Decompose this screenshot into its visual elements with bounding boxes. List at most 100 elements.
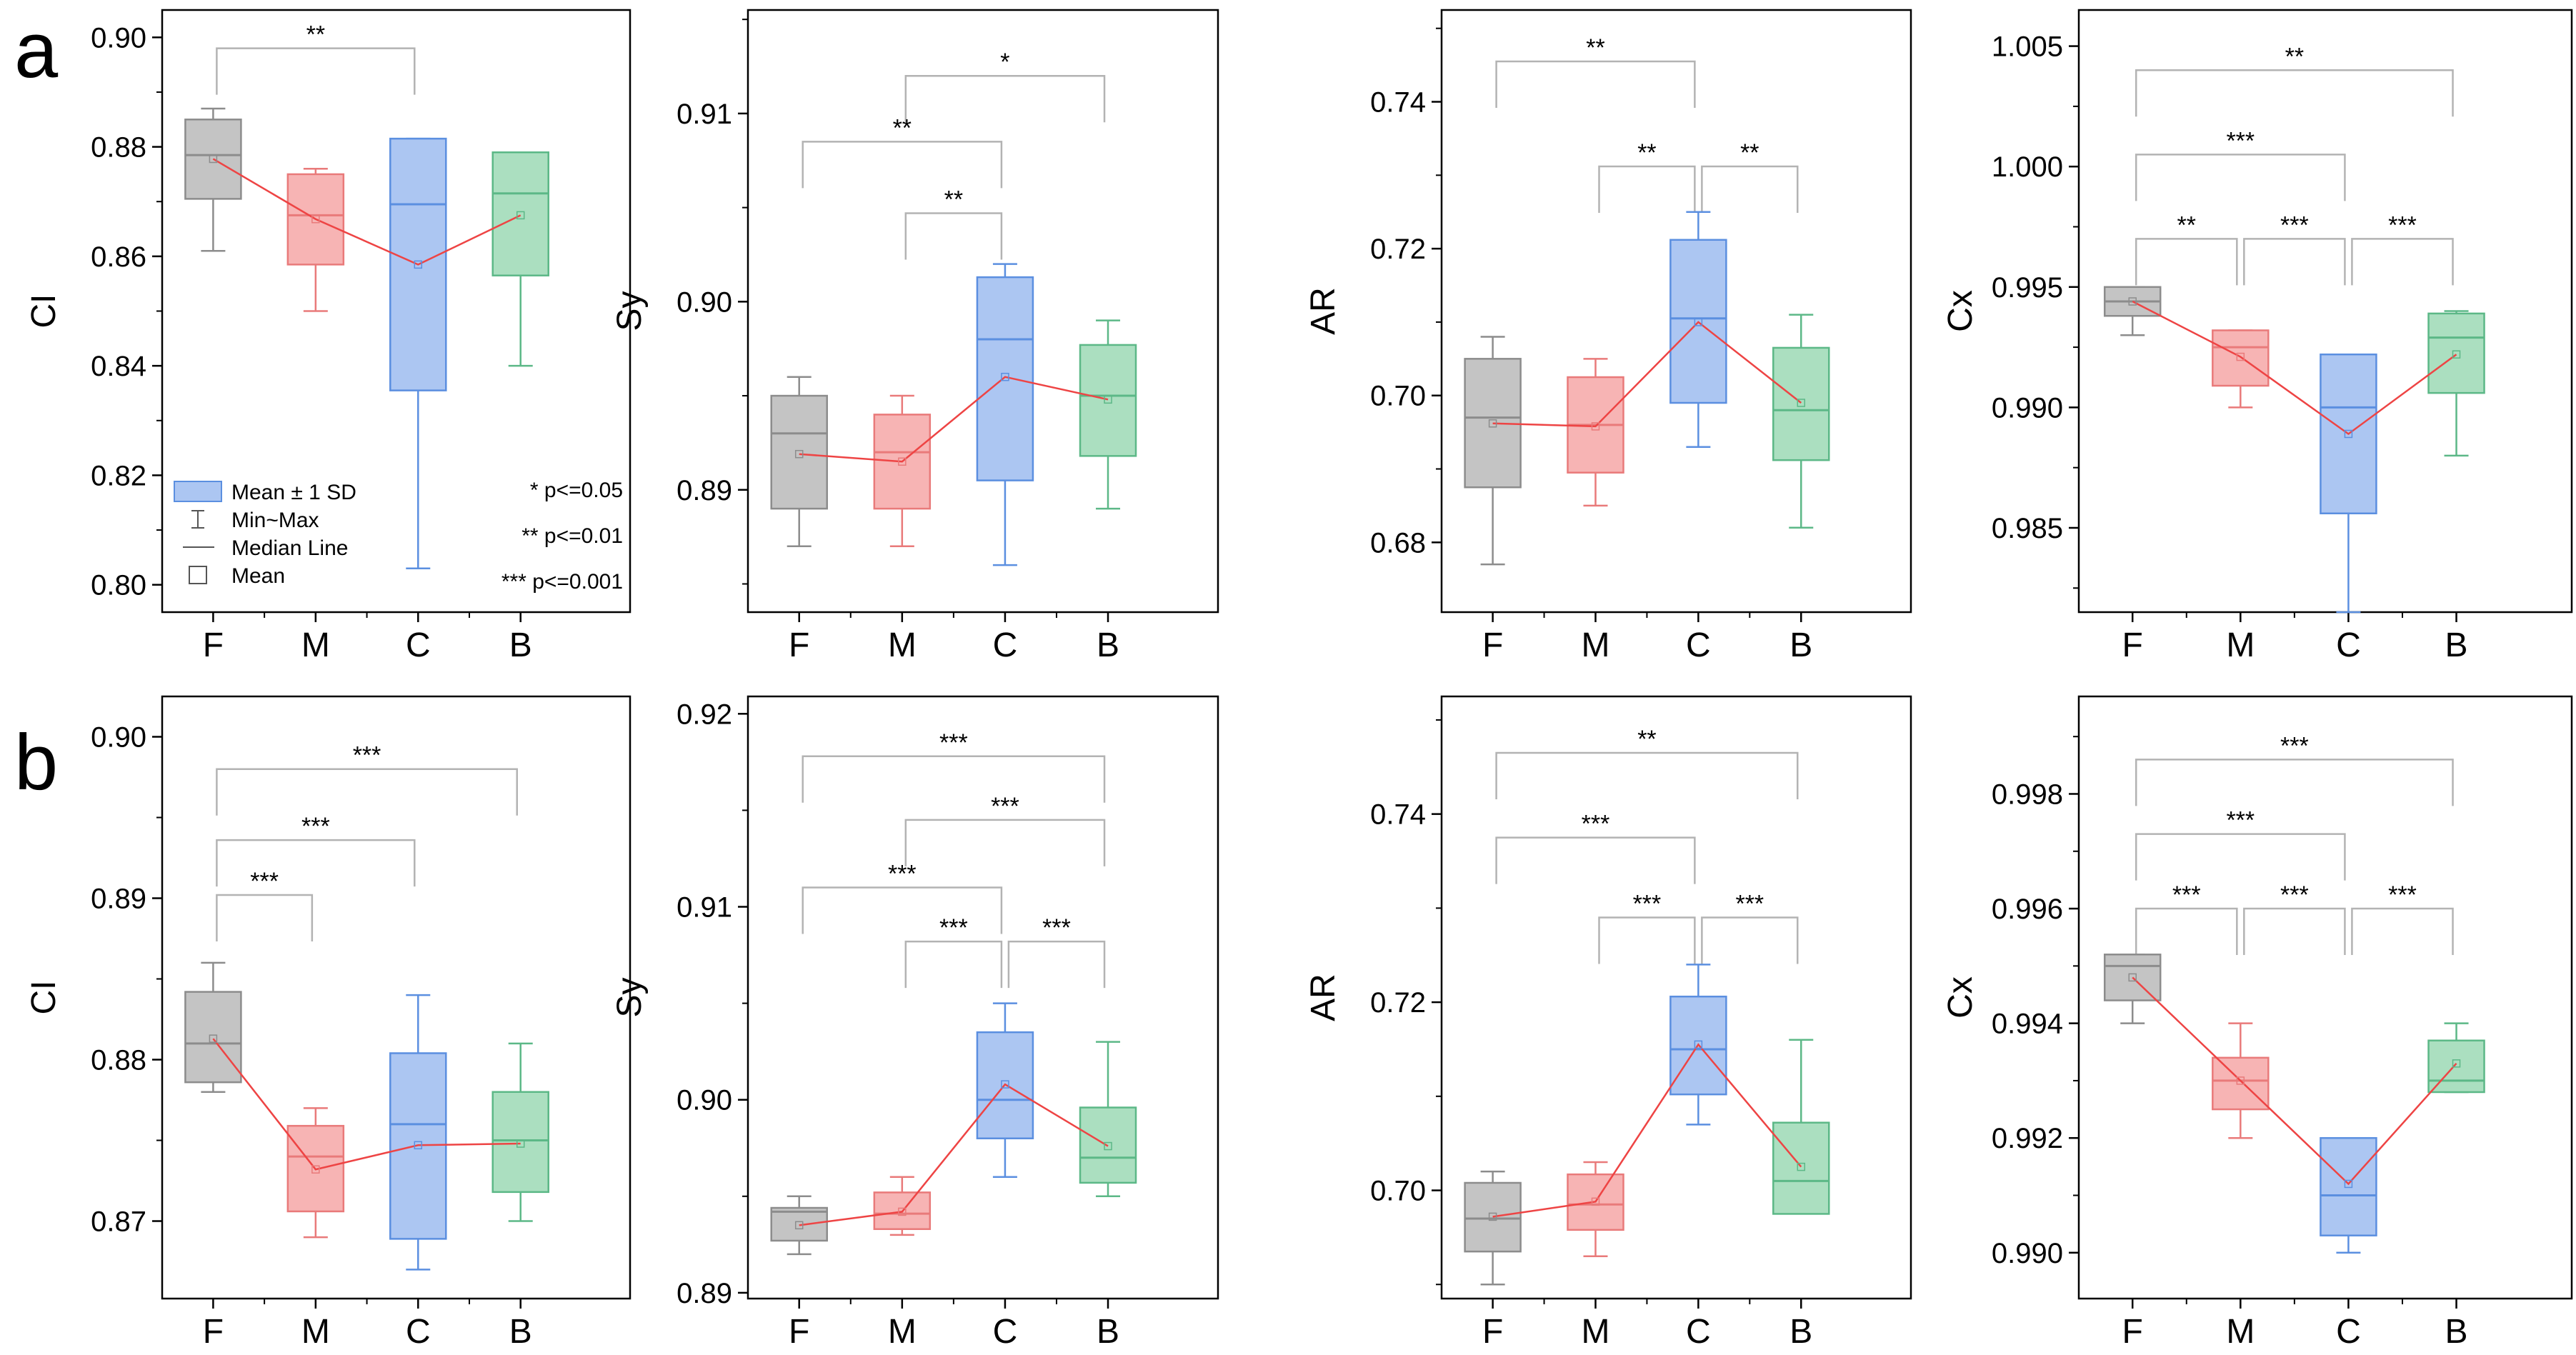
panel-b-ci-mean-line (212, 1038, 521, 1171)
panel-a-ar-sig-bracket (1495, 60, 1696, 108)
panel-b-ci-xtick-label-m: M (301, 1313, 330, 1351)
panel-b-sy-sig-bracket (904, 819, 1106, 866)
panel-b-ar-xtick-label-m: M (1582, 1313, 1610, 1351)
panel-a-cx-box-m (2212, 329, 2270, 387)
panel-b-ci-sig-bracket (216, 839, 416, 887)
panel-b-sy-mean-marker-b (1104, 1141, 1112, 1151)
panel-b-ci-sig-label: *** (301, 813, 330, 840)
panel-b-cx-sig-bracket (2135, 907, 2238, 956)
panel-a-ar-xtick-label-c: C (1686, 626, 1711, 664)
legend-sig-2: ** p<=0.01 (521, 524, 623, 548)
legend: Mean ± 1 SD Min~Max Median Line Mean * p<=0.… (174, 479, 623, 594)
panel-b-ar-plot-frame (1440, 695, 1912, 1300)
panel-a-ci-mean-marker-f (209, 154, 218, 164)
row-label-a: a (14, 6, 59, 94)
panel-a-ci-box-b (491, 151, 549, 276)
panel-b-sy-xtick-label-c: C (993, 1313, 1018, 1351)
panel-b-ar-mean-marker-c (1694, 1040, 1703, 1049)
panel-b-sy-sig-label: *** (991, 793, 1019, 820)
panel-a-ci-xtick-label-f: F (203, 626, 224, 664)
panel-a-ar-ytick-label: 0.74 (1370, 87, 1426, 119)
panel-a-ci-mean-marker-c (414, 260, 423, 269)
panel-a-cx-sig-label: *** (2226, 127, 2255, 154)
panel-b-ci-sig-bracket (216, 768, 518, 816)
panel-b-ar-sig-label: *** (1735, 891, 1764, 918)
panel-b-sy-box-f (770, 1206, 828, 1242)
panel-b-cx-ytick-label: 0.992 (1992, 1123, 2063, 1154)
panel-b-cx-sig-bracket (2135, 833, 2346, 881)
panel-a-sy-box-m (873, 414, 932, 510)
panel-b-cx-ytick-label: 0.996 (1992, 894, 2063, 925)
panel-a-cx-ytick-label: 1.000 (1992, 151, 2063, 183)
panel-a-ar-xtick-label-m: M (1582, 626, 1610, 664)
panel-b-sy-ytick-label: 0.91 (677, 892, 732, 924)
panel-a-cx-plot-frame (2077, 9, 2573, 614)
panel-a-cx-mean-line (2132, 300, 2457, 436)
panel-a-ar-mean-marker-f (1488, 419, 1497, 428)
panel-a-ci-ytick-label: 0.82 (91, 460, 146, 491)
panel-b-ar-ytick-label: 0.72 (1370, 987, 1426, 1019)
panel-a-cx-sig-bracket (2135, 69, 2454, 117)
panel-b-ar-mean-marker-m (1591, 1197, 1600, 1206)
panel-a-sy-mean-marker-m (898, 457, 907, 466)
panel-b-sy-mean-line (799, 1083, 1109, 1226)
panel-b-cx-sig-label: *** (2172, 881, 2201, 909)
panel-a-ar: 0.68 0.70 0.72 0.74 AR F M C B ** ** ** (1304, 9, 1912, 664)
panel-b-ci-mean-marker-b (516, 1139, 525, 1148)
panel-b-sy-sig-bracket (802, 755, 1106, 803)
panel-b-sy: 0.89 0.90 0.91 0.92 Sy F M C B *** *** *** *** *** (611, 695, 1219, 1351)
panel-b-ar-box-f (1464, 1181, 1522, 1253)
panel-a-ci-ytick-label: 0.84 (91, 351, 146, 382)
panel-b-ci-mean-marker-f (209, 1034, 218, 1043)
panel-a-sy-plot-frame (747, 9, 1219, 614)
panel-b-cx-mean-line (2132, 976, 2457, 1186)
panel-b-cx-sig-label: *** (2280, 732, 2309, 759)
panel-b-ar-xtick-label-b: B (1789, 1313, 1812, 1351)
panel-a-cx-ylabel: Cx (1942, 290, 1980, 332)
legend-label-mean-sd: Mean ± 1 SD (231, 481, 356, 504)
legend-label-mean: Mean (231, 564, 285, 588)
panel-b-cx-plot-frame (2077, 695, 2573, 1300)
panel-a-cx-xtick-label-c: C (2336, 626, 2361, 664)
panel-a-ar-sig-bracket (1701, 165, 1799, 213)
panel-a-ci-ytick-label: 0.80 (91, 570, 146, 601)
panel-b-sy-sig-bracket (802, 886, 1003, 934)
panel-a-sy-ytick-label: 0.90 (677, 286, 732, 318)
panel-b-cx-mean-marker-c (2344, 1179, 2353, 1189)
panel-b-sy-plot-frame (747, 695, 1219, 1300)
panel-a-ar-ylabel: AR (1304, 287, 1342, 335)
legend-sig-1: * p<=0.05 (530, 479, 623, 502)
panel-b-ci-box-f (184, 991, 242, 1084)
panel-b-ar-sig-bracket (1495, 836, 1696, 884)
panel-b-sy-sig-bracket (1007, 940, 1106, 989)
legend-swatch-mean (189, 566, 207, 584)
panel-a-cx-mean-marker-f (2128, 297, 2137, 306)
panel-a-ci-mean-line (212, 158, 521, 266)
panel-a-ci-box-m (286, 173, 345, 266)
panel-a-ar-ytick-label: 0.70 (1370, 381, 1426, 412)
panel-a-sy-ytick-label: 0.89 (677, 475, 732, 506)
panel-b-cx-sig-label: *** (2280, 881, 2309, 909)
panel-b-cx-sig-bracket (2135, 759, 2454, 806)
panel-b-ar-sig-bracket (1701, 916, 1799, 964)
panel-a-cx-ytick-label: 0.990 (1992, 392, 2063, 424)
panel-b-ar-sig-label: *** (1582, 811, 1610, 838)
panel-b-cx-ytick-label: 0.998 (1992, 779, 2063, 810)
panel-b-sy-xtick-label-f: F (789, 1313, 809, 1351)
panel-a-sy-mean-line (799, 376, 1109, 463)
panel-a-ar-mean-marker-m (1591, 422, 1600, 431)
panel-a-sy-xtick-label-f: F (789, 626, 809, 664)
panel-b-ar-ylabel: AR (1304, 974, 1342, 1021)
panel-b-ci-mean-marker-m (311, 1165, 320, 1174)
panel-a-ar-box-f (1464, 358, 1522, 489)
panel-a-cx-xtick-label-b: B (2445, 626, 2468, 664)
panel-a-cx-ytick-label: 0.995 (1992, 272, 2063, 304)
panel-a-sy-sig-bracket (904, 74, 1106, 123)
panel-b-ci-xtick-label-c: C (406, 1313, 431, 1351)
panel-b-ci-ylabel: CI (25, 981, 63, 1015)
panel-a-ar-ytick-label: 0.68 (1370, 527, 1426, 559)
